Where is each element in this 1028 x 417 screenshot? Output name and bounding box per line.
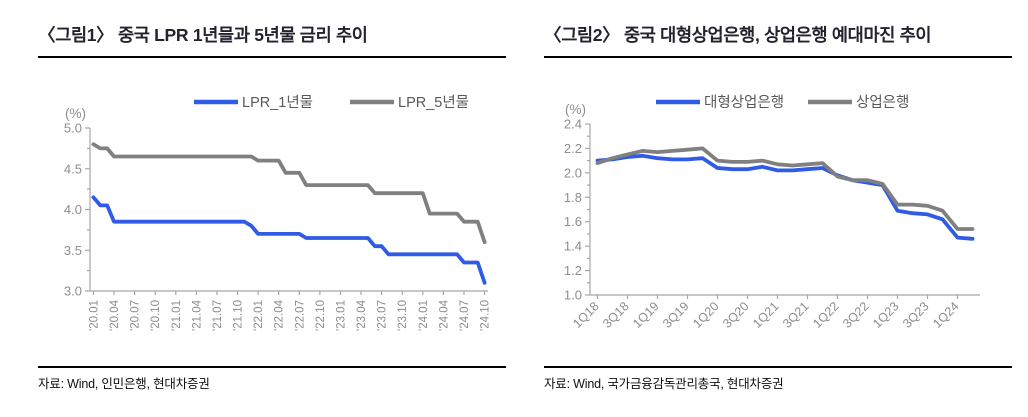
y-tick-label: 1.8 (564, 190, 582, 205)
x-tick-label: 1Q18 (570, 299, 602, 331)
report-figures-row: 〈그림1〉 중국 LPR 1년믈과 5년물 금리 추이 3.0 3.5 4.0 4.5… (38, 22, 1012, 392)
y-tick-label: 4.5 (64, 161, 82, 176)
y-tick-label: 5.0 (64, 121, 82, 136)
x-tick-label: '23.07 (377, 300, 389, 331)
x-tick-label: 3Q23 (900, 299, 932, 331)
y-tick-label: 2.0 (564, 165, 582, 180)
series-line-LPR_1년물 (91, 195, 487, 285)
axes: 1.01.21.41.61.82.02.22.4(%)1Q183Q181Q193… (564, 102, 980, 331)
legend-item: LPR_5년물 (350, 94, 469, 111)
y-tick-label: 1.4 (564, 239, 582, 254)
figure-lpr: 〈그림1〉 중국 LPR 1년믈과 5년물 금리 추이 3.0 3.5 4.0 4.5… (38, 22, 506, 392)
x-tick-label: '24.07 (459, 300, 471, 331)
x-tick-label: 3Q21 (780, 299, 812, 331)
x-tick-label: '20.01 (88, 300, 100, 331)
legend-item: 대형상업은행 (656, 94, 784, 111)
x-tick-label: '24.10 (480, 300, 492, 331)
chart-canvas: 1.01.21.41.61.82.02.22.4(%)1Q183Q181Q193… (564, 94, 980, 331)
x-tick-label: '22.10 (315, 300, 327, 331)
axis-unit-label: (%) (565, 102, 586, 117)
x-tick-label: 1Q20 (690, 299, 722, 331)
x-tick-label: 3Q20 (720, 299, 752, 331)
x-tick-label: 1Q24 (930, 299, 962, 331)
x-tick-label: '23.01 (335, 300, 347, 331)
legend-label: 대형상업은행 (704, 94, 784, 111)
legend-label: 상업은행 (856, 94, 909, 111)
series-line-대형상업은행 (595, 153, 975, 241)
figure-source: 자료: Wind, 인민은행, 현대차증권 (38, 366, 506, 392)
figure-nim: 〈그림2〉 중국 대형상업은행, 상업은행 예대마진 추이 1.0 1.2 1.4 1… (544, 22, 1012, 392)
axis-unit-label: (%) (65, 106, 86, 121)
chart-canvas: 3.0 3.5 4.0 4.5 5.0(%) '20.01 '20.04 '20.07 '20.… (64, 94, 492, 331)
y-tick-label: 3.5 (64, 243, 82, 258)
y-tick-label: 1.2 (564, 263, 582, 278)
x-tick-label: '21.01 (171, 300, 183, 331)
series-line-LPR_5년물 (91, 142, 487, 245)
legend-label: LPR_1년물 (242, 94, 313, 111)
y-tick-label: 1.0 (564, 288, 582, 303)
x-tick-label: '22.07 (294, 300, 306, 331)
x-tick-label: '24.01 (418, 300, 430, 331)
lpr-trend-chart: 3.0 3.5 4.0 4.5 5.0 (%) '20.01 '20.04 '20.07 '20.… (38, 62, 506, 358)
x-tick-label: '21.07 (212, 300, 224, 331)
x-tick-label: 3Q19 (660, 299, 692, 331)
series-line-상업은행 (595, 146, 975, 231)
x-tick-label: 3Q18 (600, 299, 632, 331)
x-tick-label: '22.01 (253, 300, 265, 331)
nim-trend-chart: 1.0 1.2 1.4 1.6 1.8 2.0 2.2 2.4 (%) 1Q18 3Q18 1Q19 3… (544, 62, 1012, 358)
x-tick-label: '21.10 (233, 300, 245, 331)
x-tick-label: 1Q19 (630, 299, 662, 331)
legend-item: 상업은행 (808, 94, 909, 111)
legend-item: LPR_1년물 (194, 94, 313, 111)
figure-title: 〈그림2〉 중국 대형상업은행, 상업은행 예대마진 추이 (544, 22, 1012, 58)
x-tick-label: 3Q22 (840, 299, 872, 331)
x-tick-label: 1Q23 (870, 299, 902, 331)
legend-label: LPR_5년물 (398, 94, 469, 111)
x-tick-label: '20.04 (109, 299, 121, 331)
x-tick-label: '23.04 (356, 299, 368, 331)
y-tick-label: 2.4 (564, 117, 582, 132)
figure-source: 자료: Wind, 국가금융감독관리총국, 현대차증권 (544, 366, 1012, 392)
axes: 3.0 3.5 4.0 4.5 5.0(%) '20.01 '20.04 '20.07 '20.… (64, 106, 492, 331)
x-tick-label: '22.04 (274, 299, 286, 331)
x-tick-label: '21.04 (191, 299, 203, 331)
y-tick-label: 4.0 (64, 202, 82, 217)
y-tick-label: 1.6 (564, 214, 582, 229)
x-tick-label: '23.10 (397, 300, 409, 331)
figure-title: 〈그림1〉 중국 LPR 1년믈과 5년물 금리 추이 (38, 22, 506, 58)
x-tick-label: 1Q22 (810, 299, 842, 331)
y-tick-label: 2.2 (564, 141, 582, 156)
x-tick-label: '20.10 (150, 300, 162, 331)
x-tick-label: '24.04 (438, 299, 450, 331)
y-tick-label: 3.0 (64, 284, 82, 299)
x-tick-label: 1Q21 (750, 299, 782, 331)
x-tick-label: '20.07 (130, 300, 142, 331)
